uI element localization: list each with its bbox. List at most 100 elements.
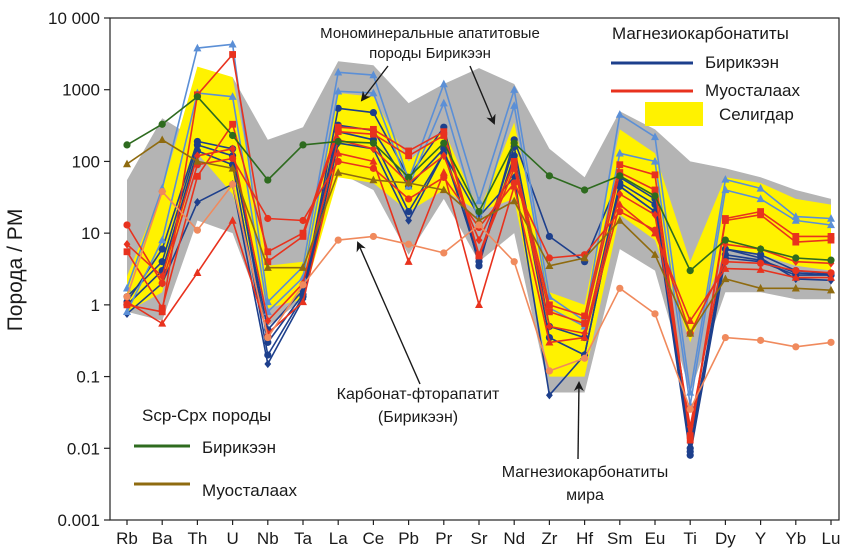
data-point	[193, 43, 202, 52]
x-tick-label-ti: Ti	[683, 529, 697, 548]
x-tick-label-yb: Yb	[785, 529, 806, 548]
x-tick-label-hf: Hf	[576, 529, 593, 548]
data-point	[158, 279, 166, 287]
data-point	[158, 308, 166, 316]
data-point	[721, 258, 730, 266]
data-point	[439, 168, 448, 176]
series-10	[123, 135, 835, 431]
data-point	[580, 253, 589, 262]
data-point	[791, 212, 800, 220]
data-point	[123, 297, 131, 306]
x-tick-label-lu: Lu	[822, 529, 841, 548]
data-point	[791, 283, 800, 292]
x-tick-label-pb: Pb	[398, 529, 419, 548]
annotation-apatite-arrow-left	[360, 65, 389, 102]
data-point	[686, 432, 694, 440]
x-tick-label-dy: Dy	[715, 529, 736, 548]
y-tick-label: 0.001	[57, 511, 100, 530]
data-point	[405, 173, 413, 181]
data-point	[194, 151, 201, 160]
data-point	[545, 232, 554, 241]
data-point	[545, 172, 554, 180]
data-point	[334, 67, 343, 76]
data-point	[686, 328, 695, 337]
data-point	[123, 307, 131, 316]
data-point	[615, 200, 624, 208]
legend-swatch-seligdar	[645, 102, 703, 126]
x-tick-label-th: Th	[187, 529, 207, 548]
data-point	[546, 390, 553, 400]
data-point	[228, 92, 237, 100]
x-tick-label-u: U	[226, 529, 238, 548]
data-point	[193, 268, 202, 276]
data-point	[581, 329, 588, 338]
data-point	[369, 88, 378, 97]
data-point	[334, 123, 342, 131]
data-point	[264, 258, 272, 266]
data-point	[370, 144, 377, 154]
data-point	[791, 216, 800, 224]
data-point	[158, 120, 166, 128]
data-point	[721, 175, 730, 183]
data-point	[334, 104, 342, 112]
data-point	[299, 297, 307, 306]
data-point	[475, 300, 483, 309]
data-point	[581, 320, 588, 327]
data-point	[615, 148, 624, 157]
data-point	[299, 233, 307, 240]
data-point	[405, 207, 413, 216]
data-point	[475, 221, 483, 229]
x-tick-label-y: Y	[755, 529, 766, 548]
y-axis-label: Порода / PM	[4, 209, 27, 332]
data-point	[792, 233, 800, 240]
x-tick-label-la: La	[329, 529, 348, 548]
data-point	[792, 343, 800, 351]
data-point	[123, 240, 131, 249]
data-point	[475, 216, 483, 224]
y-tick-label: 10	[81, 224, 100, 243]
data-point	[158, 235, 167, 244]
data-point	[792, 254, 800, 262]
data-point	[264, 333, 272, 342]
data-point	[510, 258, 518, 266]
data-point	[264, 351, 272, 359]
data-point	[827, 214, 835, 222]
legend-magnesio-title: Магнезиокарбонатиты	[612, 24, 789, 43]
x-tick-label-ce: Ce	[363, 529, 385, 548]
data-point	[299, 263, 307, 271]
data-point	[158, 245, 166, 253]
data-point	[123, 248, 131, 256]
x-tick-label-ba: Ba	[152, 529, 173, 548]
data-point	[405, 147, 412, 155]
legend-label-birikeen: Бирикээн	[705, 53, 779, 72]
data-point	[370, 130, 377, 138]
data-point	[721, 333, 730, 342]
data-point	[475, 207, 483, 216]
data-point	[721, 236, 730, 244]
data-point	[369, 70, 378, 79]
series-11	[123, 93, 835, 275]
data-point	[827, 338, 835, 346]
data-point	[792, 267, 800, 275]
data-point	[510, 160, 518, 169]
data-point	[334, 148, 343, 157]
data-point	[440, 139, 448, 147]
data-point	[827, 220, 835, 229]
x-tick-label-sr: Sr	[471, 529, 488, 548]
data-point	[616, 189, 624, 199]
legend-label-muostalaakh: Муосталаах	[705, 81, 800, 100]
x-tick-label-sm: Sm	[607, 529, 633, 548]
data-point	[404, 257, 413, 265]
data-point	[334, 86, 343, 95]
data-point	[158, 187, 166, 196]
data-point	[792, 238, 800, 246]
data-point	[194, 198, 201, 207]
annotation-carbonate-line2: (Бирикээн)	[378, 409, 458, 426]
data-point	[616, 161, 624, 169]
data-point	[686, 447, 694, 456]
y-tick-label: 10 000	[48, 9, 100, 28]
data-point	[228, 216, 237, 224]
annotation-carbonate-arrow	[356, 241, 421, 385]
data-point	[229, 144, 236, 154]
data-point	[510, 179, 518, 187]
